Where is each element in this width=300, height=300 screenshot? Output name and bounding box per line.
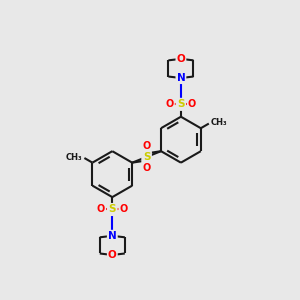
Text: O: O xyxy=(108,250,117,260)
Text: CH₃: CH₃ xyxy=(211,118,227,127)
Text: S: S xyxy=(177,99,185,110)
Text: O: O xyxy=(188,99,196,110)
Text: O: O xyxy=(142,163,151,173)
Text: S: S xyxy=(143,152,150,162)
Text: CH₃: CH₃ xyxy=(66,152,83,161)
Text: O: O xyxy=(142,141,151,151)
Text: O: O xyxy=(97,205,105,214)
Text: N: N xyxy=(176,73,185,83)
Text: N: N xyxy=(108,231,117,241)
Text: O: O xyxy=(119,205,128,214)
Text: S: S xyxy=(109,205,116,214)
Text: O: O xyxy=(176,54,185,64)
Text: O: O xyxy=(166,99,174,110)
